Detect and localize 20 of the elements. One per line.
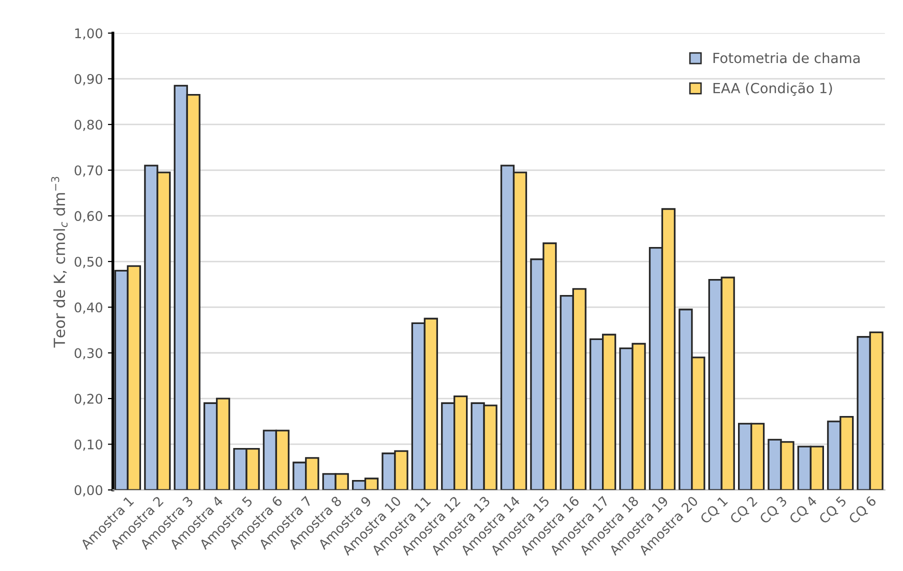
x-tick-label: CQ 3 <box>758 496 789 526</box>
y-tick-label: 0,60 <box>74 211 102 222</box>
x-tick-label: CQ 5 <box>818 496 848 526</box>
y-tick-label: 0,40 <box>74 302 102 314</box>
y-tick-label: 0,50 <box>74 256 102 268</box>
y-tick-label: 0,90 <box>74 74 102 86</box>
x-tick-label: CQ 4 <box>788 495 818 526</box>
y-tick-label: 0,00 <box>74 485 102 496</box>
x-tick-label: CQ 6 <box>848 496 878 526</box>
y-tick-label: 0,80 <box>74 120 102 132</box>
y-tick-label: 1,00 <box>75 28 102 40</box>
y-tick-label: 0,20 <box>74 394 102 406</box>
x-tick-label: CQ 2 <box>729 496 759 526</box>
y-tick-label: 0,30 <box>74 348 102 360</box>
y-tick-label: 0,70 <box>74 165 102 177</box>
legend-label: EAA (Condição 1) <box>714 82 832 96</box>
y-axis-title: Teor de K, cmol$_{c}$ dm$^{−3}$ <box>51 176 68 348</box>
legend-label: Fotometria de chama <box>714 52 860 64</box>
x-tick-label: CQ 1 <box>700 496 730 526</box>
y-tick-label: 0,10 <box>74 439 102 451</box>
